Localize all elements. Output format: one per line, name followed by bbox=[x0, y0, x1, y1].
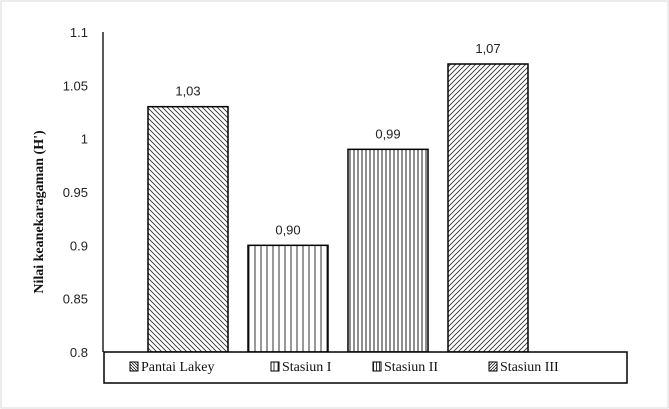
data-label: 0,99 bbox=[375, 126, 400, 141]
y-tick-label: 0.85 bbox=[63, 292, 88, 307]
y-tick-label: 1.05 bbox=[63, 78, 88, 93]
bar-stasiun-i bbox=[247, 244, 329, 353]
legend-label: Stasiun III bbox=[500, 360, 559, 375]
y-tick-label: 1 bbox=[81, 132, 88, 147]
legend-label: Stasiun I bbox=[282, 360, 332, 375]
legend-swatch bbox=[129, 361, 139, 372]
bar-stasiun-ii bbox=[347, 148, 429, 353]
legend-box bbox=[103, 351, 628, 384]
legend-label: Pantai Lakey bbox=[141, 360, 214, 375]
legend-swatch bbox=[372, 361, 382, 372]
y-tick-label: 0.9 bbox=[70, 238, 88, 253]
data-labels: 1,03 0,90 0,99 1,07 bbox=[175, 41, 500, 237]
y-axis-title: Nilai keanekaragaman (H') bbox=[32, 130, 47, 294]
y-tick-label: 0.8 bbox=[70, 345, 88, 360]
y-axis: 0.8 0.85 0.9 0.95 1 1.05 1.1 bbox=[63, 25, 104, 360]
legend-label: Stasiun II bbox=[384, 360, 438, 375]
bars bbox=[147, 63, 529, 353]
y-tick-label: 1.1 bbox=[70, 25, 88, 40]
legend: Pantai Lakey Stasiun I Stasiun II Stasiun I… bbox=[103, 351, 628, 384]
data-label: 1,07 bbox=[475, 41, 500, 56]
bar-stasiun-iii bbox=[447, 63, 529, 353]
legend-swatch bbox=[270, 361, 280, 372]
data-label: 1,03 bbox=[175, 84, 200, 99]
legend-swatch bbox=[488, 361, 498, 372]
bar-pantai-lakey bbox=[147, 105, 229, 353]
y-tick-label: 0.95 bbox=[63, 185, 88, 200]
data-label: 0,90 bbox=[275, 222, 300, 237]
